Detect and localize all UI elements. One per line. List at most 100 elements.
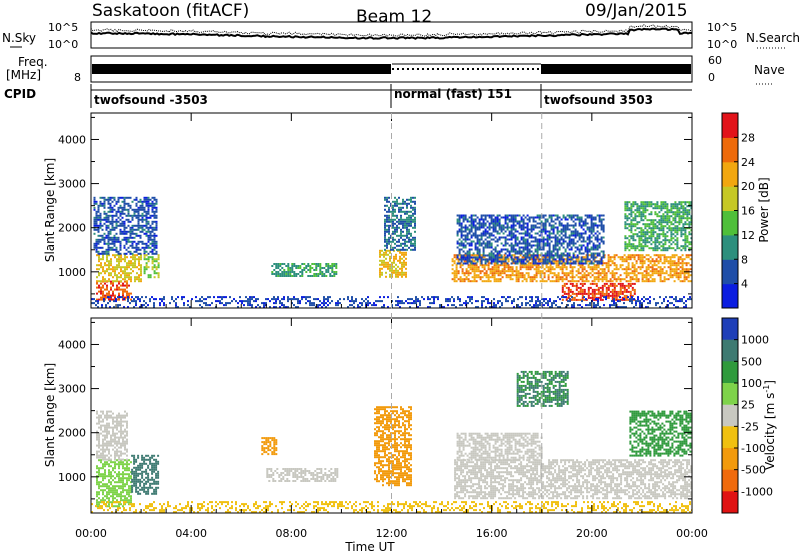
heatmap-cell — [114, 270, 116, 273]
heatmap-cell — [521, 266, 524, 269]
heatmap-cell — [677, 272, 680, 275]
nsearch-tick-top: 10^5 — [707, 21, 737, 34]
heatmap-cell — [484, 262, 487, 265]
heatmap-cell — [600, 228, 603, 231]
heatmap-cell — [389, 255, 391, 258]
heatmap-cell — [149, 214, 152, 217]
heatmap-cell — [468, 254, 471, 257]
heatmap-cell — [624, 241, 627, 244]
heatmap-cell — [498, 220, 501, 223]
heatmap-cell — [621, 268, 624, 271]
heatmap-cell — [492, 252, 495, 255]
heatmap-cell — [474, 242, 477, 245]
heatmap-cell — [147, 228, 150, 231]
heatmap-cell — [502, 232, 505, 235]
heatmap-cell — [655, 258, 658, 261]
heatmap-cell — [437, 296, 439, 299]
heatmap-cell — [500, 226, 503, 229]
heatmap-cell — [541, 266, 544, 269]
heatmap-cell — [580, 262, 583, 265]
heatmap-cell — [631, 282, 634, 285]
heatmap-cell — [675, 264, 678, 267]
heatmap-cell — [482, 230, 485, 233]
heatmap-cell — [402, 198, 404, 201]
heatmap-cell — [151, 228, 154, 231]
heatmap-cell — [529, 264, 532, 267]
heatmap-cell — [271, 273, 274, 275]
heatmap-cell — [600, 214, 603, 217]
nsky-tick-top: 10^5 — [48, 21, 78, 34]
heatmap-cell — [135, 228, 138, 231]
heatmap-cell — [145, 244, 148, 247]
heatmap-cell — [627, 286, 630, 289]
heatmap-cell — [119, 246, 122, 249]
heatmap-cell — [526, 230, 529, 233]
heatmap-cell — [624, 209, 627, 212]
heatmap-cell — [507, 268, 510, 271]
heatmap-cell — [553, 280, 556, 283]
heatmap-cell — [107, 242, 110, 245]
heatmap-cell — [128, 278, 130, 281]
heatmap-cell — [151, 220, 154, 223]
heatmap-cell — [510, 220, 513, 223]
heatmap-cell — [525, 304, 527, 307]
heatmap-cell — [335, 304, 337, 307]
heatmap-cell — [104, 280, 106, 283]
heatmap-cell — [642, 201, 645, 204]
heatmap-cell — [590, 256, 593, 259]
heatmap-cell — [677, 276, 680, 279]
heatmap-cell — [532, 220, 535, 223]
heatmap-cell — [568, 240, 571, 243]
heatmap-cell — [95, 240, 98, 243]
heatmap-cell — [601, 288, 604, 291]
heatmap-cell — [412, 248, 414, 251]
heatmap-cell — [110, 260, 112, 263]
heatmap-cell — [114, 268, 116, 271]
heatmap-cell — [480, 226, 483, 229]
heatmap-cell — [611, 282, 614, 285]
heatmap-cell — [129, 214, 132, 217]
heatmap-cell — [662, 225, 665, 228]
heatmap-cell — [339, 302, 341, 305]
heatmap-cell — [519, 296, 521, 299]
heatmap-cell — [275, 302, 277, 305]
heatmap-cell — [134, 278, 136, 281]
heatmap-cell — [479, 278, 482, 281]
heatmap-cell — [295, 298, 297, 301]
heatmap-cell — [638, 205, 641, 208]
heatmap-cell — [648, 247, 651, 250]
heatmap-cell — [402, 248, 404, 251]
heatmap-cell — [642, 249, 645, 252]
heatmap-cell — [457, 272, 460, 275]
heatmap-cell — [111, 246, 114, 249]
heatmap-cell — [557, 278, 560, 281]
heatmap-cell — [325, 271, 328, 273]
heatmap-cell — [550, 218, 553, 221]
heatmap-cell — [203, 298, 205, 301]
heatmap-cell — [522, 238, 525, 241]
heatmap-cell — [520, 216, 523, 219]
heatmap-cell — [474, 228, 477, 231]
heatmap-cell — [603, 292, 606, 295]
heatmap-cell — [145, 306, 147, 308]
heatmap-cell — [115, 218, 118, 221]
heatmap-cell — [113, 204, 116, 207]
heatmap-cell — [629, 296, 632, 299]
heatmap-cell — [514, 234, 517, 237]
heatmap-cell — [482, 224, 485, 227]
heatmap-cell — [652, 219, 655, 222]
heatmap-cell — [419, 300, 421, 303]
heatmap-cell — [654, 225, 657, 228]
heatmap-cell — [504, 260, 507, 263]
heatmap-cell — [687, 274, 690, 277]
heatmap-cell — [675, 274, 678, 277]
heatmap-cell — [484, 216, 487, 219]
heatmap-cell — [151, 208, 154, 211]
heatmap-cell — [471, 296, 473, 299]
heatmap-cell — [597, 286, 600, 289]
heatmap-cell — [367, 300, 369, 303]
heatmap-cell — [496, 254, 499, 257]
heatmap-cell — [488, 254, 491, 257]
heatmap-cell — [321, 271, 324, 273]
heatmap-cell — [458, 262, 461, 265]
